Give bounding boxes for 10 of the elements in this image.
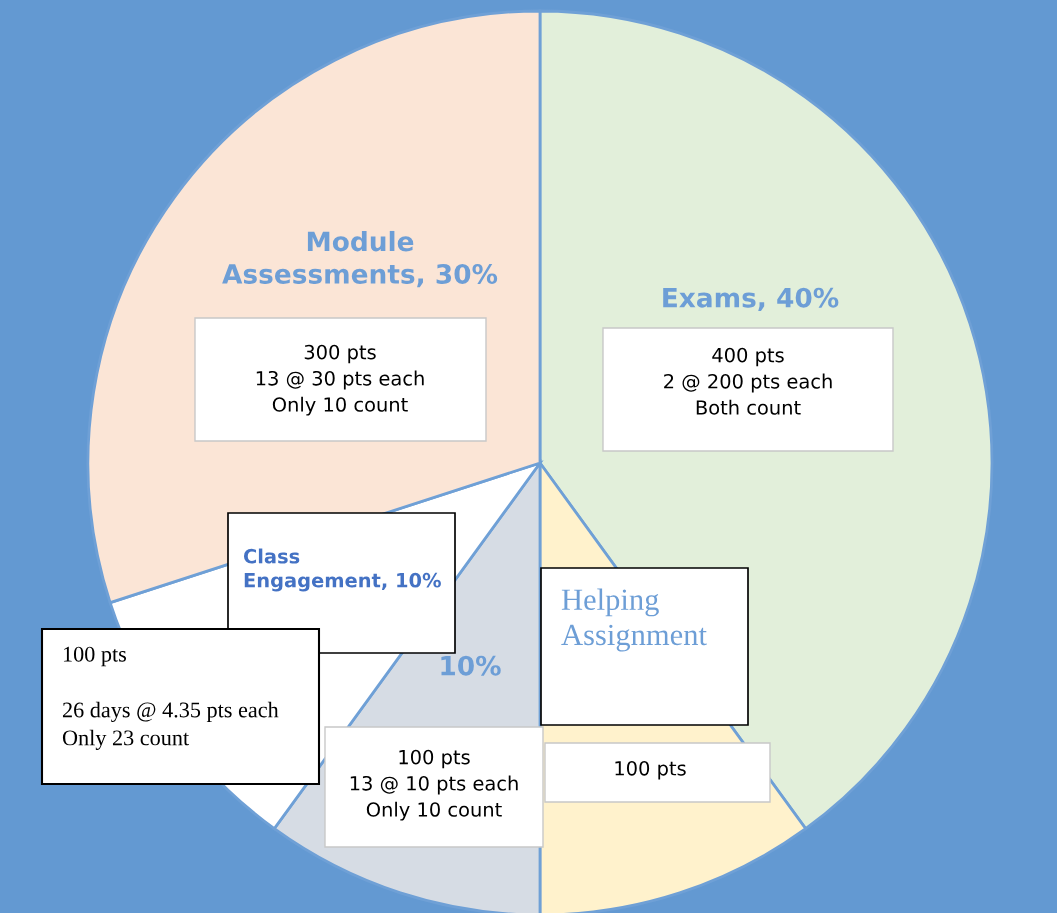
data-label: 10% <box>441 655 501 676</box>
text: 400 pts 2 @ 200 pts each Both count <box>664 347 832 415</box>
text: 300 pts 13 @ 30 pts each Only 10 count <box>256 344 424 416</box>
slice-label: Class Engagement, 10% <box>243 548 441 592</box>
slice-label: Helping Assignment <box>561 588 707 652</box>
text: 100 pts 13 @ 10 pts each Only 10 count <box>350 749 518 821</box>
text: 100 pts <box>615 760 686 780</box>
slice-label: Exams, 40% <box>663 287 839 312</box>
slice-label: Module Assessments, 30% <box>222 230 498 288</box>
text: 100 pts 26 days @ 4.35 pts each Only 23 count <box>62 646 279 750</box>
